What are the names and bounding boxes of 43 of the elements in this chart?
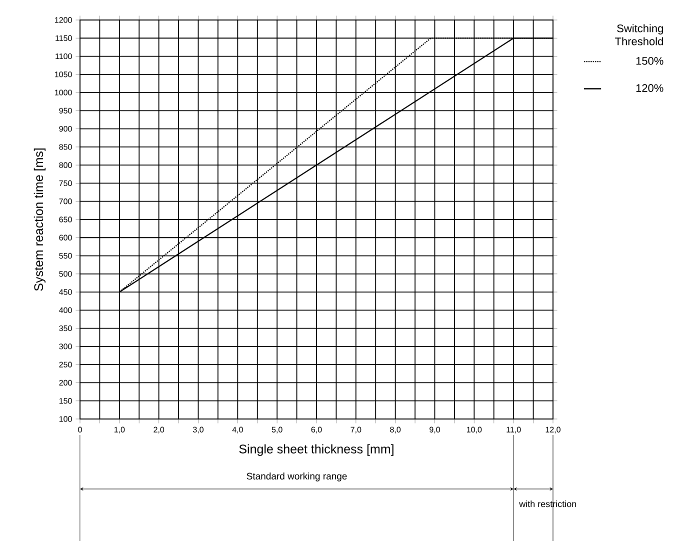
y-tick-label: 350 — [59, 325, 72, 332]
x-tick-label: 5,0 — [272, 426, 282, 434]
y-tick-label: 800 — [59, 162, 72, 168]
y-tick-label: 300 — [59, 344, 72, 350]
y-tick-label: 1150 — [56, 35, 72, 41]
x-tick-label: 6,0 — [311, 426, 322, 434]
y-axis-title: System reaction time [ms] — [34, 148, 46, 291]
y-tick-label: 1200 — [55, 17, 72, 23]
x-tick-label: 7,0 — [350, 426, 362, 434]
y-tick-label: 250 — [59, 362, 72, 368]
y-tick-label: 550 — [59, 252, 72, 259]
x-tick-label: 9,0 — [430, 426, 440, 434]
x-axis-title: Single sheet thickness [mm] — [239, 444, 394, 456]
x-tick-label: 1,0 — [114, 426, 125, 434]
legend-title: Switching Threshold — [615, 24, 663, 46]
y-tick-label: 1050 — [55, 72, 72, 78]
y-tick-label: 100 — [59, 416, 72, 422]
y-tick-label: 400 — [59, 307, 72, 314]
text: Standard working range — [246, 472, 347, 482]
x-tick-label: 10,0 — [466, 426, 482, 434]
text: 120% — [636, 84, 664, 92]
y-tick-label: 700 — [59, 198, 72, 204]
y-tick-label: 150 — [59, 398, 72, 404]
y-tick-label: 650 — [59, 216, 72, 222]
text: 150% — [636, 56, 664, 65]
x-tick-label: 4,0 — [232, 426, 243, 434]
y-tick-label: 1000 — [55, 90, 72, 96]
x-tick-label: 11,0 — [506, 426, 521, 434]
y-tick-label: 450 — [59, 289, 72, 295]
x-tick-label: 8,0 — [390, 426, 401, 434]
y-tick-label: 200 — [59, 380, 72, 386]
y-tick-label: 750 — [59, 180, 72, 186]
x-tick-label: 3,0 — [192, 426, 204, 434]
x-tick-label: 0 — [78, 426, 82, 432]
x-tick-label: 2,0 — [154, 426, 164, 434]
y-tick-label: 600 — [59, 234, 72, 240]
y-tick-label: 900 — [59, 126, 72, 132]
x-tick-label: 12,0 — [546, 426, 560, 434]
y-tick-label: 850 — [59, 144, 72, 150]
y-tick-label: 500 — [59, 271, 72, 277]
text: with restriction — [519, 500, 576, 508]
y-tick-label: 1100 — [56, 53, 72, 60]
y-tick-label: 950 — [59, 108, 72, 114]
